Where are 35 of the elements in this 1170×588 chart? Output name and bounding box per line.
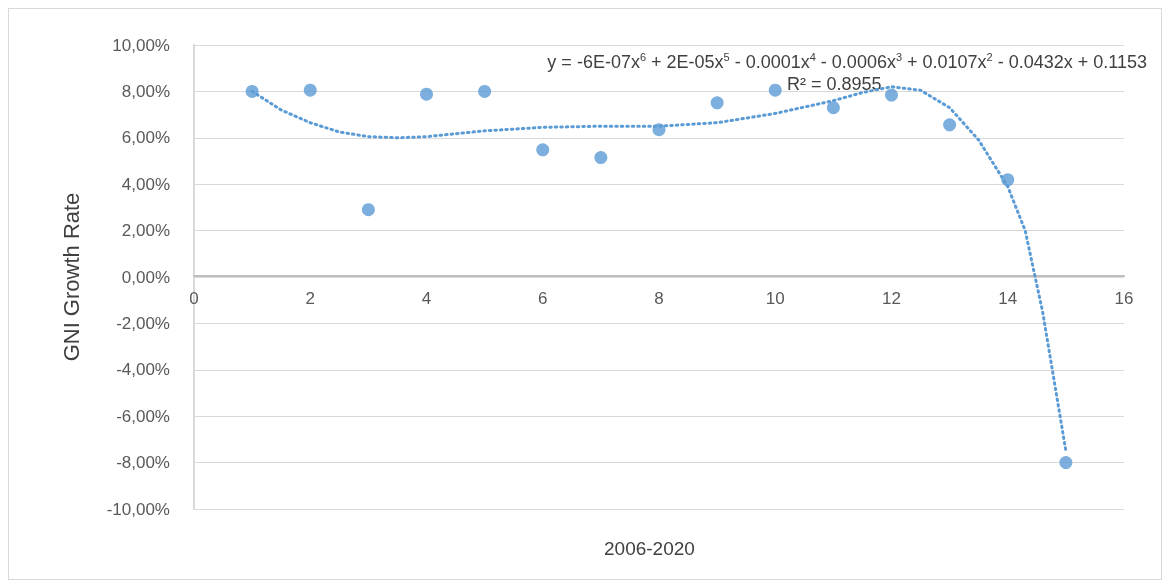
x-tick-label: 10 (765, 289, 785, 308)
y-tick-label: 10,00% (112, 35, 170, 55)
x-tick-label: 2 (305, 289, 315, 308)
y-tick-label: 8,00% (121, 81, 170, 101)
point (361, 203, 375, 217)
point (885, 88, 898, 102)
x-tick-label: 6 (538, 289, 548, 308)
x-tick-label: 16 (1114, 289, 1134, 308)
y-tick-label: -10,00% (106, 499, 170, 519)
x-tick-label: 12 (882, 289, 901, 308)
annotation: R² = 0.8955 (787, 74, 882, 94)
point (710, 96, 724, 110)
y-tick-label: -8,00% (116, 453, 170, 473)
point (594, 151, 608, 165)
point (420, 87, 433, 101)
y-tick-label: -2,00% (116, 313, 170, 333)
x-tick-label: 14 (998, 289, 1018, 308)
point (768, 83, 782, 97)
y-tick-label: 2,00% (121, 221, 170, 241)
point (943, 118, 957, 132)
x-axis-title: 2006-2020 (604, 538, 695, 559)
x-tick-label: 0 (189, 289, 199, 308)
point (536, 143, 550, 157)
point (303, 83, 317, 97)
point (826, 101, 840, 115)
x-tick-label: 8 (654, 289, 664, 308)
y-tick-label: -6,00% (116, 406, 170, 426)
y-tick-label: -4,00% (116, 360, 170, 380)
point (478, 84, 492, 98)
x-tick-label: 4 (421, 289, 432, 308)
point (1059, 456, 1073, 470)
y-tick-label: 0,00% (121, 267, 170, 287)
y-tick-label: 6,00% (121, 128, 170, 148)
y-axis-title: GNI Growth Rate (58, 192, 84, 362)
y-tick-label: 4,00% (121, 174, 170, 194)
